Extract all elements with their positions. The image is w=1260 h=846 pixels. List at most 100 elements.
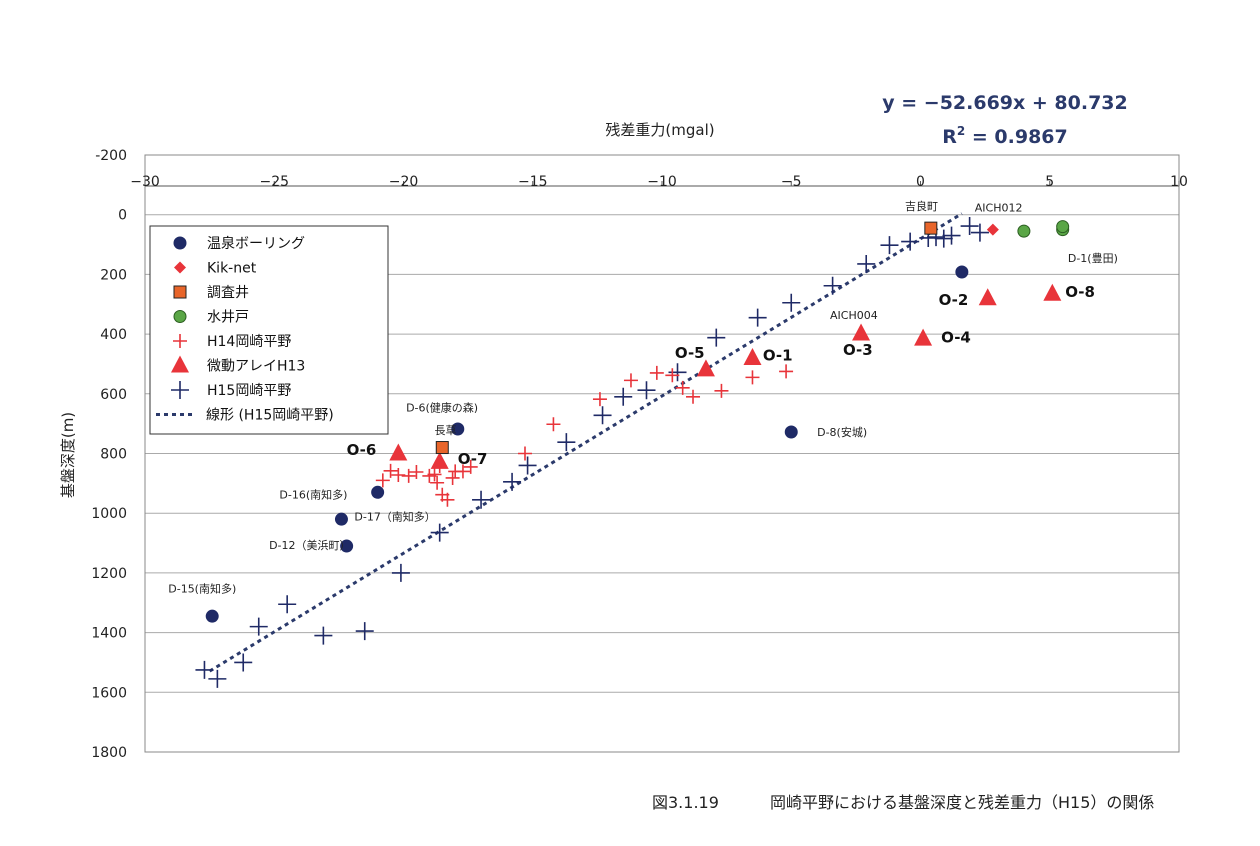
plot-area-border bbox=[144, 154, 1180, 753]
y-tick-label: 200 bbox=[100, 267, 127, 283]
point-label: O-6 bbox=[347, 441, 377, 459]
legend-label: 線形 (H15岡崎平野) bbox=[206, 408, 334, 424]
data-point bbox=[371, 485, 385, 499]
x-tick-label: 10 bbox=[1170, 174, 1188, 190]
data-point bbox=[375, 473, 390, 488]
data-point bbox=[675, 380, 690, 395]
point-label: O-1 bbox=[763, 346, 793, 364]
x-tick-label: −15 bbox=[518, 174, 548, 190]
point-label: O-7 bbox=[458, 450, 488, 468]
data-point bbox=[409, 465, 424, 480]
legend-swatch bbox=[173, 236, 187, 250]
data-point bbox=[696, 359, 715, 377]
point-label: D-8(安城) bbox=[817, 425, 867, 439]
r-squared: R2 = 0.9867 bbox=[942, 124, 1067, 148]
y-tick-label: 1600 bbox=[91, 685, 127, 701]
legend-swatch bbox=[174, 261, 186, 274]
legend-swatch bbox=[171, 355, 189, 373]
y-axis-title: 基盤深度(m) bbox=[59, 412, 77, 498]
point-label: D-6(健康の森) bbox=[406, 401, 478, 415]
data-point bbox=[472, 490, 491, 509]
data-point bbox=[340, 539, 354, 553]
data-point bbox=[623, 373, 638, 388]
legend-label: H15岡崎平野 bbox=[207, 383, 291, 399]
data-point bbox=[430, 475, 445, 490]
point-label: O-4 bbox=[941, 328, 971, 346]
x-tick-labels: −30 −25 −20 −15 −10 −5 0 5 10 bbox=[130, 174, 1188, 190]
data-point bbox=[960, 217, 979, 236]
fit-line bbox=[208, 212, 963, 673]
legend-label: 温泉ボーリング bbox=[207, 235, 305, 252]
y-tick-label: 1000 bbox=[91, 506, 127, 522]
data-point bbox=[557, 433, 576, 452]
data-point bbox=[592, 392, 607, 407]
x-tick-label: −10 bbox=[647, 174, 677, 190]
point-label: D-15(南知多) bbox=[168, 581, 236, 595]
data-point bbox=[782, 293, 801, 312]
legend-box bbox=[149, 225, 389, 435]
data-point bbox=[391, 563, 410, 582]
data-point bbox=[445, 470, 460, 485]
data-point bbox=[430, 523, 449, 542]
data-point bbox=[784, 425, 798, 439]
legend-label: 調査井 bbox=[207, 285, 249, 301]
data-point bbox=[451, 422, 465, 436]
data-point bbox=[914, 328, 933, 346]
data-point bbox=[430, 451, 449, 469]
data-point bbox=[823, 276, 842, 295]
data-point bbox=[205, 609, 219, 623]
legend-label: H14岡崎平野 bbox=[207, 334, 291, 350]
data-point bbox=[852, 323, 871, 341]
data-point bbox=[401, 468, 416, 483]
y-tick-label: 600 bbox=[100, 387, 127, 403]
data-point bbox=[665, 368, 680, 383]
x-tick-label: −5 bbox=[781, 174, 802, 190]
data-point bbox=[714, 383, 729, 398]
data-point bbox=[208, 669, 227, 688]
legend-swatch bbox=[173, 285, 187, 299]
data-point bbox=[857, 254, 876, 273]
legend-swatch bbox=[173, 310, 187, 323]
data-point bbox=[668, 363, 687, 382]
point-label: 吉良町 bbox=[905, 199, 938, 213]
point-label: AICH012 bbox=[975, 202, 1023, 215]
data-point bbox=[934, 229, 953, 248]
data-point bbox=[234, 653, 253, 672]
data-point bbox=[455, 464, 470, 479]
data-point bbox=[314, 626, 333, 645]
data-point bbox=[278, 595, 297, 614]
legend-label: 微動アレイH13 bbox=[207, 359, 305, 375]
y-tick-label: -200 bbox=[95, 148, 127, 164]
y-tick-labels: -200 0 200 400 600 800 1000 1200 1400 1600 1800 bbox=[91, 148, 127, 761]
data-point bbox=[707, 328, 726, 347]
x-tick-label: −30 bbox=[130, 174, 160, 190]
data-point bbox=[649, 365, 664, 380]
data-point bbox=[518, 456, 537, 475]
data-point bbox=[748, 308, 767, 327]
data-point bbox=[517, 446, 532, 461]
data-point bbox=[901, 232, 920, 251]
data-point bbox=[435, 441, 449, 455]
data-point bbox=[637, 381, 656, 400]
data-point bbox=[986, 223, 999, 236]
data-point bbox=[249, 617, 268, 636]
data-point bbox=[383, 463, 398, 478]
data-point bbox=[1043, 283, 1062, 301]
legend-label: 水井戸 bbox=[207, 310, 249, 326]
regression-equation: y = −52.669x + 80.732 bbox=[882, 92, 1128, 114]
y-tick-label: 400 bbox=[100, 327, 127, 343]
data-point bbox=[970, 223, 989, 242]
x-tick-label: 0 bbox=[916, 174, 925, 190]
data-point bbox=[880, 236, 899, 255]
data-point bbox=[334, 512, 348, 526]
data-point bbox=[1056, 220, 1070, 234]
figure-number: 図3.1.19 bbox=[652, 793, 719, 812]
data-point bbox=[1017, 224, 1031, 238]
point-label: AICH004 bbox=[830, 309, 878, 322]
data-point bbox=[745, 370, 760, 385]
x-tick-label: −25 bbox=[259, 174, 289, 190]
y-tick-label: 1200 bbox=[91, 566, 127, 582]
data-point bbox=[743, 347, 762, 365]
